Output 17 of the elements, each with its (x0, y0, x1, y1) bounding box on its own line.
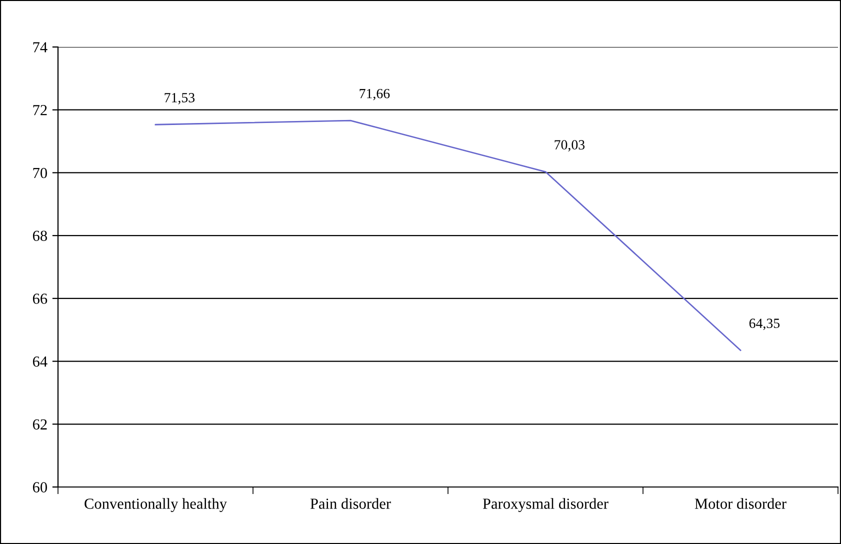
data-label: 71,53 (164, 93, 195, 104)
y-tick-label: 66 (32, 294, 48, 304)
y-tick-label: 72 (33, 105, 47, 116)
y-tick-label: 74 (33, 42, 48, 52)
data-label: 71,66 (360, 88, 390, 100)
y-tick-label: 68 (32, 230, 47, 242)
data-label: 64,35 (749, 318, 780, 330)
x-tick-label: Motor disorder (694, 498, 786, 509)
y-tick-label: 60 (32, 482, 47, 492)
data-label: 70,03 (554, 140, 585, 152)
line-series (154, 120, 742, 351)
x-tick-label: Pain disorder (310, 498, 391, 509)
x-tick-label: Conventionally healthy (84, 498, 227, 512)
x-tick-label: Paroxysmal disorder (482, 498, 608, 512)
y-tick-label: 70 (33, 168, 47, 178)
y-tick-label: 62 (32, 419, 47, 430)
y-tick-label: 64 (32, 356, 48, 367)
